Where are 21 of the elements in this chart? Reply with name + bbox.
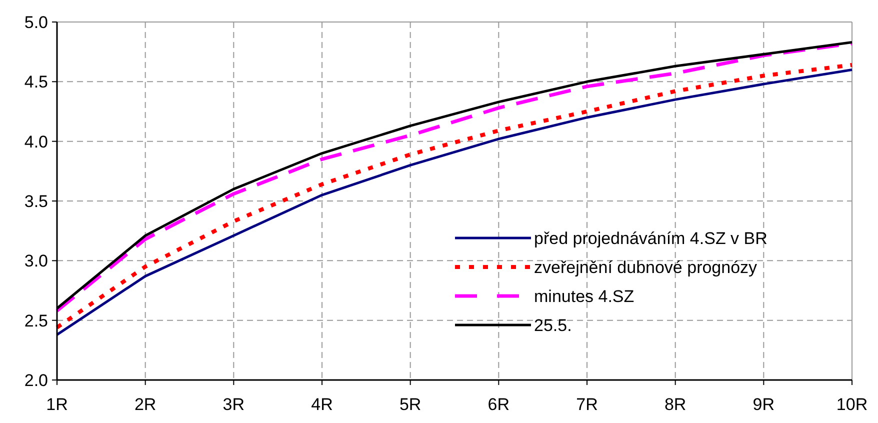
y-tick-label: 4.5 bbox=[24, 72, 48, 92]
x-tick-label: 9R bbox=[752, 395, 775, 414]
y-tick-label: 5.0 bbox=[24, 12, 48, 32]
x-tick-label: 10R bbox=[836, 395, 868, 414]
legend-label: před projednáváním 4.SZ v BR bbox=[534, 228, 768, 248]
y-tick-label: 3.5 bbox=[24, 192, 48, 211]
x-tick-label: 8R bbox=[664, 395, 686, 414]
x-tick-label: 2R bbox=[134, 395, 156, 414]
x-tick-label: 4R bbox=[311, 395, 333, 414]
y-tick-label: 2.5 bbox=[24, 311, 48, 330]
x-tick-label: 5R bbox=[399, 395, 422, 414]
x-tick-label: 7R bbox=[576, 395, 598, 414]
y-tick-label: 2.0 bbox=[24, 370, 48, 390]
y-tick-label: 4.0 bbox=[24, 132, 48, 152]
x-tick-label: 1R bbox=[46, 395, 68, 414]
x-tick-label: 3R bbox=[222, 395, 245, 414]
legend-label: minutes 4.SZ bbox=[534, 286, 634, 306]
y-tick-label: 3.0 bbox=[24, 252, 48, 271]
x-tick-label: 6R bbox=[488, 395, 510, 414]
legend-label: 25.5. bbox=[534, 316, 572, 335]
legend-label: zveřejnění dubnové prognózy bbox=[534, 258, 758, 277]
